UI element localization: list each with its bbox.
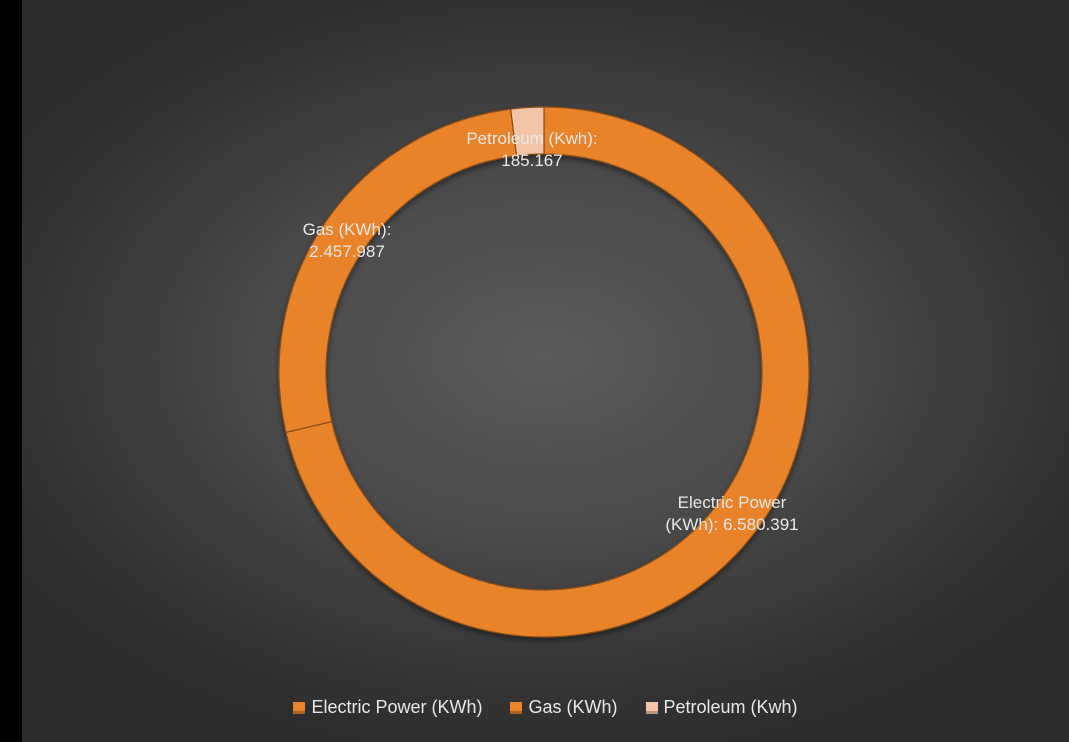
data-label-petroleum: Petroleum (Kwh): 185.167 — [466, 129, 598, 170]
legend-item-gas: Gas (KWh) — [510, 697, 618, 718]
legend-item-petroleum: Petroleum (Kwh) — [645, 697, 798, 718]
legend-swatch-petroleum — [645, 701, 658, 714]
data-label-gas: Gas (KWh): 2.457.987 — [302, 220, 392, 261]
legend-label: Gas (KWh) — [528, 697, 618, 717]
legend-item-electric-power: Electric Power (KWh) — [293, 697, 482, 718]
legend-label: Petroleum (Kwh) — [663, 697, 798, 717]
slice-petroleum — [509, 106, 545, 157]
legend-label: Electric Power (KWh) — [311, 697, 483, 717]
data-label-electric-power: Electric Power (KWh): 6.580.391 — [665, 493, 799, 534]
legend-swatch-gas — [510, 701, 523, 714]
donut-chart — [278, 106, 810, 638]
legend: Electric Power (KWh) Gas (KWh) Petroleum… — [22, 697, 1069, 718]
slice-electric-power — [285, 106, 810, 638]
chart-area: Electric Power (KWh): 6.580.391 Gas (KWh… — [22, 0, 1069, 742]
legend-swatch-electric-power — [293, 701, 306, 714]
